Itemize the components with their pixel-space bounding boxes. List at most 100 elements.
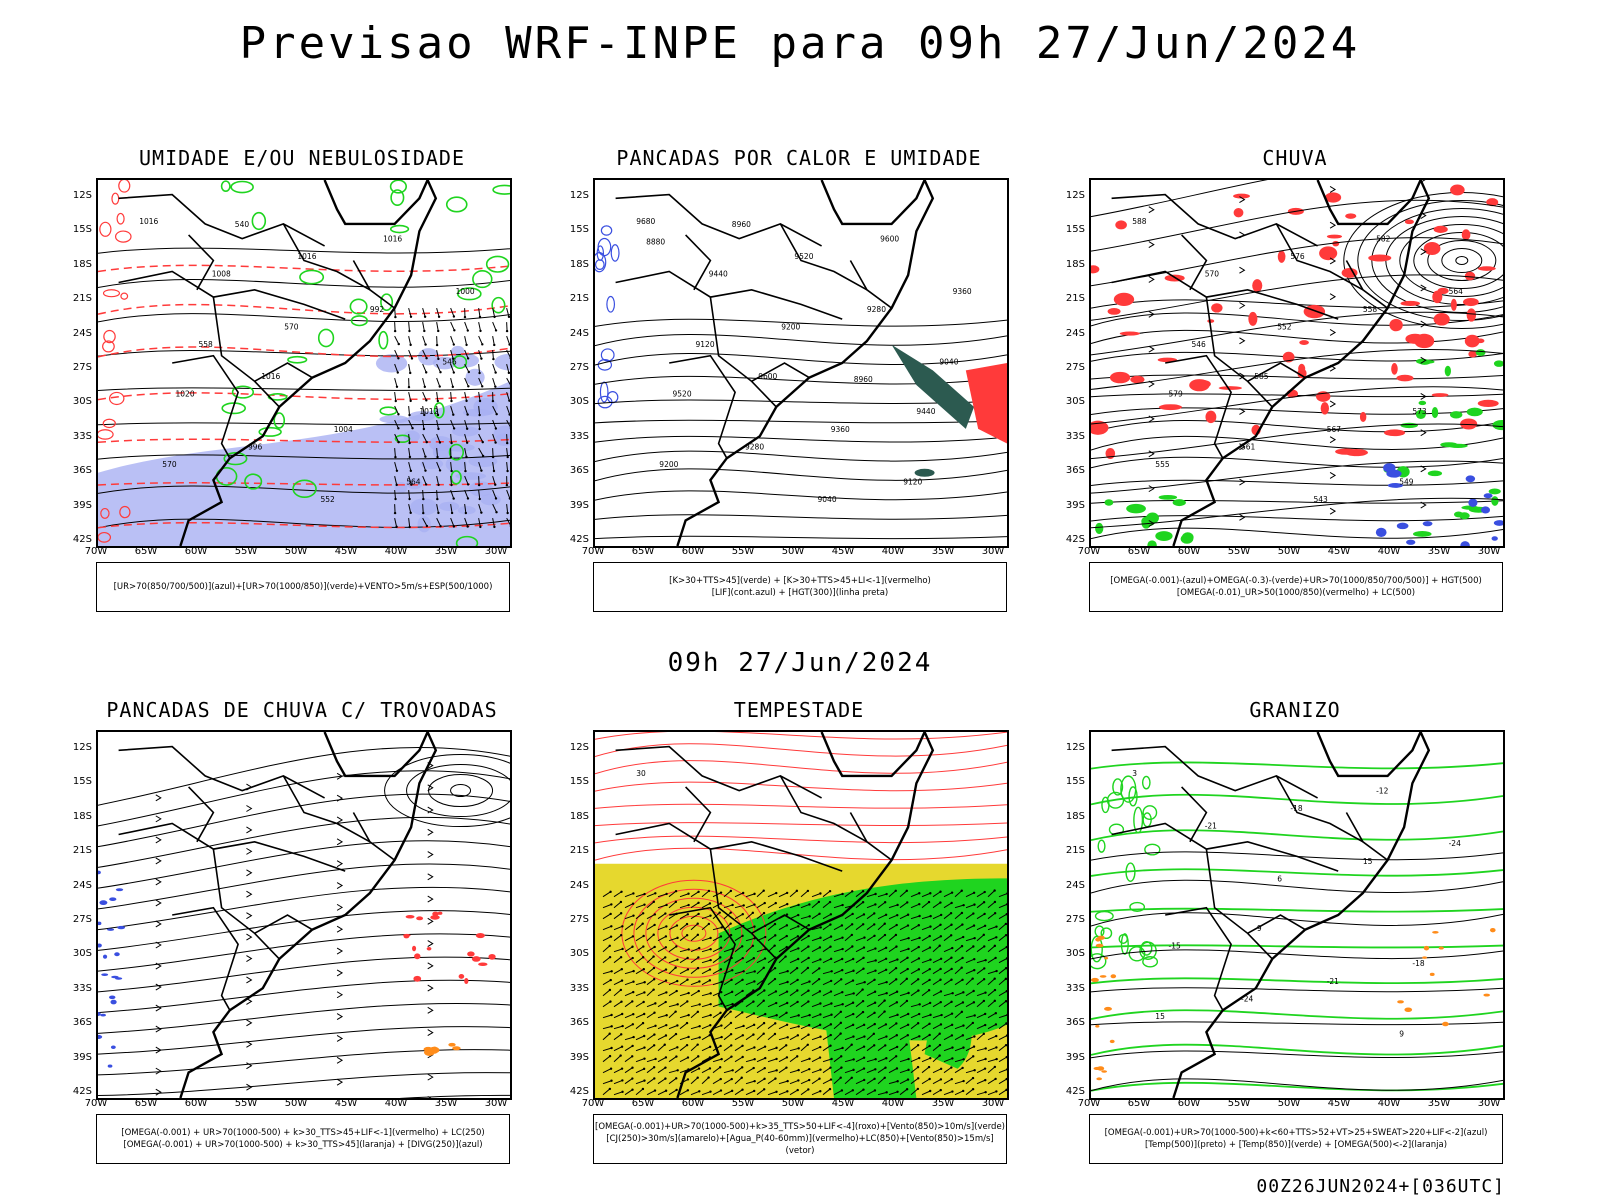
lon-label: 55W — [1227, 546, 1251, 557]
lon-label: 35W — [931, 546, 955, 557]
lon-label: 45W — [831, 1098, 855, 1109]
contour-label: 9440 — [916, 407, 935, 416]
lon-label: 40W — [1377, 546, 1401, 557]
lat-label: 42S — [569, 1086, 589, 1097]
contour-label: 1004 — [334, 425, 353, 434]
lat-label: 27S — [72, 362, 92, 373]
lat-label: 15S — [1065, 776, 1085, 788]
contour-label: -21 — [1205, 822, 1217, 831]
lat-label: 12S — [72, 742, 92, 753]
contour-label: 549 — [1399, 478, 1414, 487]
contour-label: 30 — [636, 769, 646, 778]
lat-label: 27S — [1065, 362, 1085, 373]
lat-label: 33S — [569, 982, 589, 994]
contour-label: 9040 — [939, 358, 958, 367]
legend-line: [OMEGA(-0.001) + UR>70(1000-500) + k>30_… — [121, 1128, 485, 1138]
lon-label: 50W — [1277, 546, 1301, 557]
panel-6-map: 3 -9 -12 -15 -18 -18 -21 -21 -24 -24 15 15 6 9 — [1089, 730, 1505, 1100]
panel-4-title: PANCADAS DE CHUVA C/ TROVOADAS — [106, 698, 498, 722]
contour-label: 546 — [1192, 340, 1207, 349]
page-title: Previsao WRF-INPE para 09h 27/Jun/2024 — [239, 18, 1361, 69]
contour-label: 9600 — [880, 235, 899, 244]
panel-3-title: CHUVA — [1262, 146, 1328, 170]
lat-label: 27S — [569, 914, 589, 925]
contour-label: 1020 — [176, 390, 195, 399]
lon-label: 55W — [234, 546, 258, 557]
lat-label: 36S — [1065, 465, 1085, 477]
legend-line: [OMEGA(-0.001)+UR>70(1000-500)+k>35_TTS>… — [595, 1122, 1005, 1132]
panel-6-legend: [OMEGA(-0.001)+UR>70(1000-500)+k<60+TTS>… — [1089, 1114, 1503, 1164]
contour-label: 1016 — [383, 235, 402, 244]
lon-label: 60W — [681, 1098, 705, 1109]
lon-label: 45W — [831, 546, 855, 557]
lon-label: 65W — [134, 1098, 158, 1109]
lat-label: 27S — [1065, 914, 1085, 925]
lat-label: 27S — [72, 914, 92, 925]
panel-3-legend: [OMEGA(-0.001)-(azul)+OMEGA(-0.3)-(verde… — [1089, 562, 1503, 612]
lat-label: 36S — [569, 465, 589, 477]
contour-label: 561 — [1241, 442, 1256, 451]
lon-label: 60W — [1177, 546, 1201, 557]
lat-label: 18S — [1065, 810, 1085, 822]
lon-label: 65W — [134, 546, 158, 557]
contour-label: 570 — [1205, 270, 1220, 279]
lon-label: 65W — [1127, 1098, 1151, 1109]
lon-label: 30W — [981, 546, 1005, 557]
lon-label: 40W — [384, 546, 408, 557]
legend-line: [LIF](cont.azul) + [HGT(300)](linha pret… — [711, 588, 889, 598]
lat-label: 18S — [569, 810, 589, 822]
lon-label: 55W — [731, 546, 755, 557]
panel-1-map: 1016 1016 1016 1020 1016 1012 1008 1004 1000 996 9… — [96, 178, 512, 548]
legend-line: [UR>70(850/700/500)](azul)+[UR>70(1000/8… — [113, 582, 493, 592]
lat-label: 21S — [1065, 293, 1085, 305]
lon-label: 70W — [1077, 546, 1101, 557]
lon-label: 35W — [931, 1098, 955, 1109]
lon-label: 60W — [184, 546, 208, 557]
lat-label: 15S — [569, 776, 589, 788]
contour-label: 555 — [1155, 460, 1170, 469]
contour-label: 3 — [1132, 769, 1137, 778]
lat-label: 30S — [1065, 948, 1085, 960]
panel-1-title: UMIDADE E/OU NEBULOSIDADE — [138, 146, 466, 170]
legend-line: [OMEGA(-0.001)-(azul)+OMEGA(-0.3)-(verde… — [1110, 576, 1482, 586]
contour-label: 9040 — [818, 495, 837, 504]
contour-label: 9360 — [831, 425, 850, 434]
contour-label: 564 — [1449, 287, 1464, 296]
lon-label: 30W — [1477, 1098, 1501, 1109]
panel-5-map: 30 — [593, 730, 1009, 1100]
lat-label: 39S — [72, 1051, 92, 1063]
contour-label: 9200 — [659, 460, 678, 469]
lon-label: 40W — [881, 1098, 905, 1109]
contour-label: 996 — [248, 442, 263, 451]
lat-label: 21S — [1065, 845, 1085, 857]
lon-label: 30W — [1477, 546, 1501, 557]
contour-label: 564 — [406, 478, 421, 487]
contour-label: 9280 — [745, 442, 764, 451]
panel-4-legend: [OMEGA(-0.001) + UR>70(1000-500) + k>30_… — [96, 1114, 510, 1164]
contour-label: 9200 — [781, 322, 800, 331]
lon-label: 30W — [981, 1098, 1005, 1109]
contour-label: -21 — [1327, 977, 1339, 986]
contour-label: 9520 — [673, 390, 692, 399]
contour-label: 9360 — [953, 287, 972, 296]
contour-label: 570 — [162, 460, 177, 469]
lon-label: 40W — [1377, 1098, 1401, 1109]
lat-label: 18S — [569, 258, 589, 270]
lat-label: 30S — [72, 948, 92, 960]
lat-label: 42S — [1065, 534, 1085, 545]
valid-time-title: 09h 27/Jun/2024 — [667, 648, 933, 678]
contour-label: 582 — [1376, 235, 1391, 244]
lat-label: 15S — [72, 224, 92, 236]
panel-5-title: TEMPESTADE — [733, 698, 865, 722]
lat-label: 33S — [1065, 430, 1085, 442]
lat-label: 15S — [72, 776, 92, 788]
lat-label: 42S — [1065, 1086, 1085, 1097]
lat-label: 24S — [1065, 327, 1085, 339]
lat-label: 42S — [72, 1086, 92, 1097]
lon-label: 45W — [1327, 546, 1351, 557]
lon-label: 55W — [731, 1098, 755, 1109]
lat-label: 24S — [1065, 879, 1085, 891]
lon-label: 55W — [234, 1098, 258, 1109]
lon-label: 35W — [434, 1098, 458, 1109]
lat-label: 21S — [72, 293, 92, 305]
